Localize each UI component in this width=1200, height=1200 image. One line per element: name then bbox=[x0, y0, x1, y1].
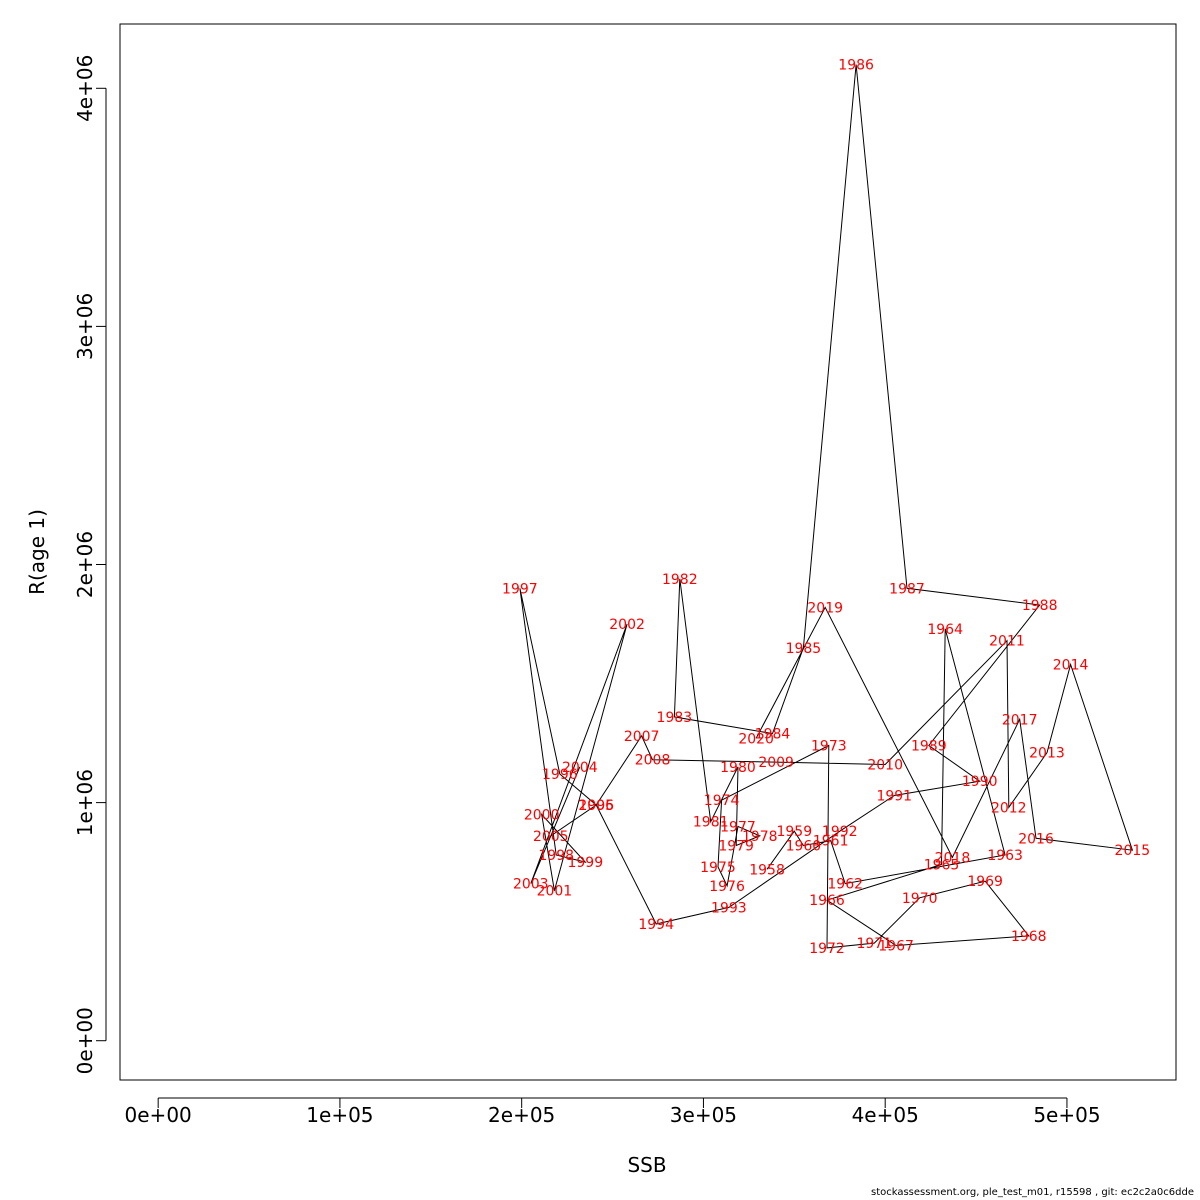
year-label: 2000 bbox=[524, 808, 560, 824]
axes: 0e+00 1e+05 2e+05 3e+05 4e+05 5e+05 0e+00 1e+06… bbox=[73, 23, 1177, 1127]
year-label: 1978 bbox=[742, 829, 778, 845]
year-label: 1969 bbox=[967, 874, 1003, 890]
year-label: 2012 bbox=[991, 800, 1027, 816]
year-label: 1988 bbox=[1022, 598, 1058, 614]
year-label: 2007 bbox=[624, 729, 660, 745]
year-label: 2003 bbox=[513, 877, 549, 893]
year-label: 1990 bbox=[962, 774, 998, 790]
year-label: 1986 bbox=[838, 57, 874, 73]
year-label: 1960 bbox=[786, 838, 822, 854]
year-label: 2009 bbox=[758, 755, 794, 771]
year-label: 1991 bbox=[876, 788, 912, 804]
y-tick-label: 3e+06 bbox=[73, 293, 97, 360]
y-tick-label: 2e+06 bbox=[73, 531, 97, 598]
year-label: 2002 bbox=[609, 617, 645, 633]
year-label: 1980 bbox=[720, 760, 756, 776]
year-label: 1983 bbox=[657, 710, 693, 726]
year-label: 1975 bbox=[700, 860, 736, 876]
year-label: 2008 bbox=[635, 753, 671, 769]
year-label: 2013 bbox=[1029, 746, 1065, 762]
year-label: 2020 bbox=[738, 731, 774, 747]
year-label: 1964 bbox=[927, 622, 963, 638]
year-label: 1967 bbox=[878, 938, 914, 954]
y-tick-label: 0e+00 bbox=[73, 1007, 97, 1074]
year-label: 1992 bbox=[822, 824, 858, 840]
x-axis-label: SSB bbox=[627, 1153, 666, 1177]
x-tick-label: 5e+05 bbox=[1033, 1103, 1100, 1127]
year-label: 2018 bbox=[935, 850, 971, 866]
year-label: 1996 bbox=[542, 767, 578, 783]
year-label: 1965 bbox=[924, 858, 960, 874]
y-axis-label: R(age 1) bbox=[25, 509, 49, 595]
year-label: 1973 bbox=[811, 738, 847, 754]
year-label: 1961 bbox=[813, 834, 849, 850]
x-tick-label: 3e+05 bbox=[670, 1103, 737, 1127]
y-tick-label: 4e+06 bbox=[73, 55, 97, 122]
year-label: 2019 bbox=[807, 600, 843, 616]
year-label: 1999 bbox=[567, 855, 603, 871]
year-label: 2010 bbox=[867, 758, 903, 774]
year-label: 1995 bbox=[578, 798, 614, 814]
year-label: 2017 bbox=[1002, 712, 1038, 728]
year-label: 1966 bbox=[809, 893, 845, 909]
year-label: 1998 bbox=[538, 848, 574, 864]
x-tick-label: 4e+05 bbox=[852, 1103, 919, 1127]
year-label: 1993 bbox=[711, 900, 747, 916]
year-label: 1977 bbox=[720, 819, 756, 835]
plot-frame bbox=[119, 23, 1177, 1081]
year-label: 2011 bbox=[989, 634, 1025, 650]
year-label: 1997 bbox=[502, 581, 538, 597]
year-label: 1985 bbox=[786, 641, 822, 657]
year-label: 1958 bbox=[749, 862, 785, 878]
footer-credit: stockassessment.org, ple_test_m01, r1559… bbox=[870, 1187, 1194, 1198]
year-label: 1963 bbox=[987, 848, 1023, 864]
year-label: 1984 bbox=[755, 727, 791, 743]
y-tick-label: 1e+06 bbox=[73, 769, 97, 836]
year-label: 1982 bbox=[662, 572, 698, 588]
x-tick-label: 2e+05 bbox=[488, 1103, 555, 1127]
year-label: 2001 bbox=[537, 884, 573, 900]
sr-trajectory-line bbox=[519, 64, 1134, 949]
year-label: 1968 bbox=[1011, 929, 1047, 945]
year-label: 1972 bbox=[809, 941, 845, 957]
year-label: 1981 bbox=[693, 815, 729, 831]
year-label: 1979 bbox=[718, 838, 754, 854]
year-label: 1976 bbox=[709, 879, 745, 895]
year-label: 1959 bbox=[776, 824, 812, 840]
year-label: 2005 bbox=[533, 829, 569, 845]
x-tick-label: 1e+05 bbox=[306, 1103, 373, 1127]
year-label: 2014 bbox=[1053, 658, 1089, 674]
year-label: 2006 bbox=[578, 798, 614, 814]
year-label: 2016 bbox=[1018, 831, 1054, 847]
year-label: 1971 bbox=[856, 936, 892, 952]
year-label: 2004 bbox=[562, 760, 598, 776]
year-label: 1994 bbox=[638, 917, 674, 933]
year-label: 1974 bbox=[704, 793, 740, 809]
year-label: 1987 bbox=[889, 581, 925, 597]
year-label: 2015 bbox=[1115, 843, 1151, 859]
year-label: 1962 bbox=[827, 877, 863, 893]
year-label: 1970 bbox=[902, 891, 938, 907]
year-label: 1989 bbox=[911, 738, 947, 754]
x-tick-label: 0e+00 bbox=[125, 1103, 192, 1127]
